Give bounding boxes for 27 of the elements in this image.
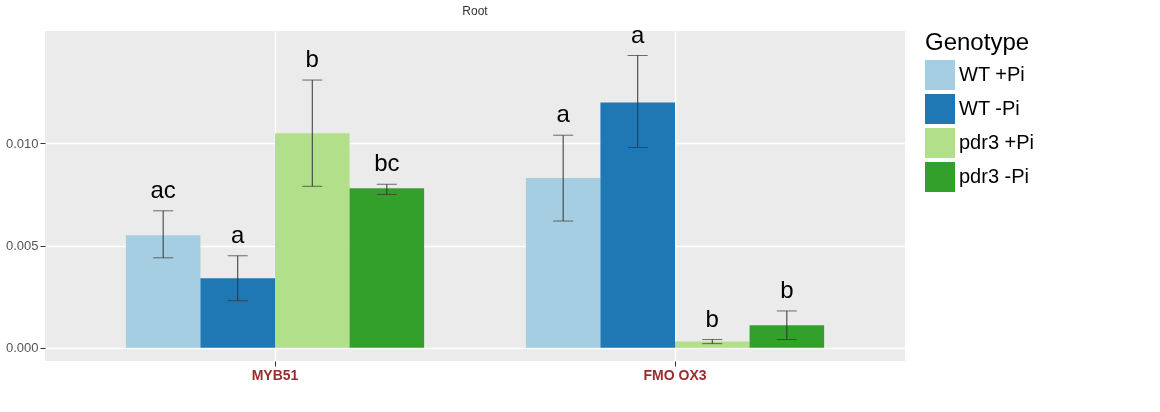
legend-label: WT +Pi <box>959 63 1025 85</box>
data-label: a <box>231 220 246 248</box>
data-label: ac <box>150 175 176 203</box>
bar <box>600 102 675 348</box>
x-tick-label: FMO OX3 <box>643 366 707 383</box>
data-label: a <box>556 100 571 128</box>
data-label: b <box>305 45 319 73</box>
bar <box>200 278 275 348</box>
data-label: a <box>631 20 646 48</box>
data-label: b <box>780 275 794 303</box>
legend-title: Genotype <box>925 28 1030 55</box>
legend-label: WT -Pi <box>959 97 1020 119</box>
y-tick-label: 0.010 <box>5 135 39 151</box>
data-label: bc <box>374 149 400 177</box>
bar <box>125 235 201 348</box>
bar <box>275 133 350 348</box>
bar <box>749 325 825 348</box>
legend-label: pdr3 +Pi <box>959 131 1035 153</box>
y-tick-label: 0.005 <box>5 238 39 254</box>
bar <box>525 178 601 348</box>
data-label: b <box>705 304 719 332</box>
x-tick-label: MYB51 <box>251 366 299 383</box>
y-tick-label: 0.000 <box>5 340 39 356</box>
bar <box>349 188 425 348</box>
chart-title: Root <box>462 3 489 18</box>
bar <box>675 341 750 348</box>
legend-label: pdr3 -Pi <box>959 165 1030 187</box>
